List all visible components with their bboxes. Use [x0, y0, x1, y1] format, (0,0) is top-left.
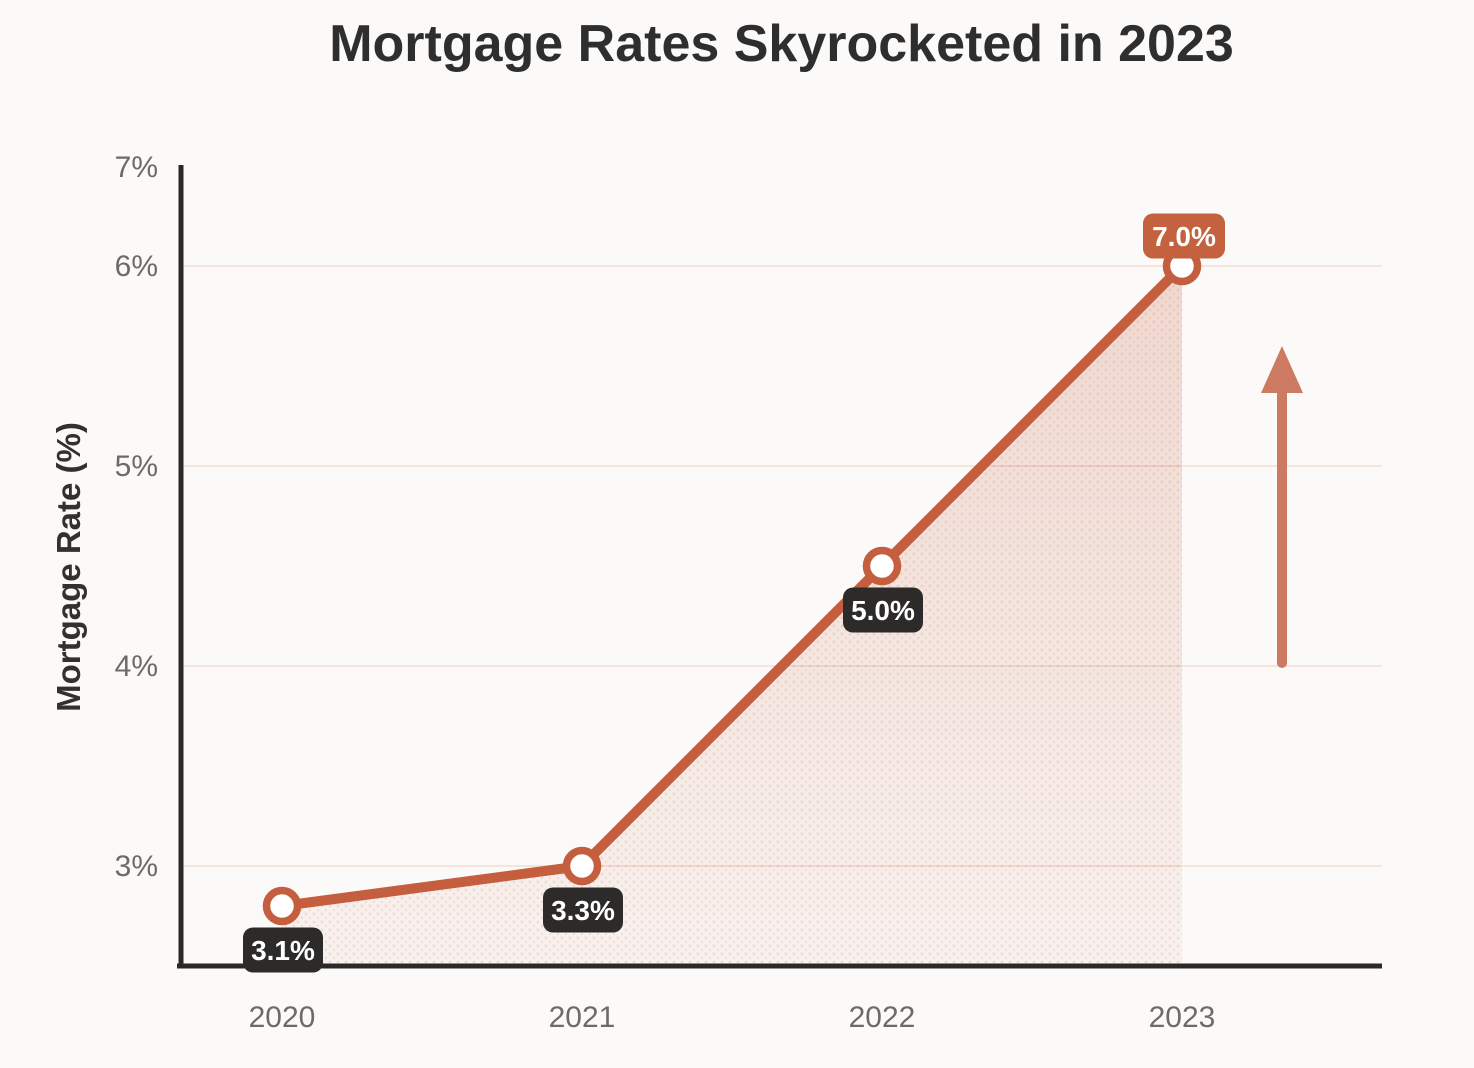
area-fill-texture	[282, 266, 1182, 964]
chart-title: Mortgage Rates Skyrocketed in 2023	[329, 15, 1234, 73]
x-tick-label-2023: 2023	[1149, 1001, 1216, 1034]
data-point-2020	[262, 886, 302, 926]
point-label-2022: 5.0%	[851, 595, 915, 626]
point-label-box-2020	[243, 927, 323, 973]
data-point-2022	[862, 546, 902, 586]
y-tick-label-6%: 6%	[115, 250, 158, 283]
data-point-2021	[562, 846, 602, 886]
y-tick-label-7%: 7%	[115, 151, 158, 184]
y-axis-line	[178, 165, 184, 969]
x-tick-label-2021: 2021	[549, 1001, 616, 1034]
point-label-box-2023	[1143, 213, 1225, 259]
point-label-box-2022	[843, 587, 923, 633]
point-label-box-2021	[543, 887, 623, 933]
y-tick-label-3%: 3%	[115, 850, 158, 883]
y-tick-label-4%: 4%	[115, 650, 158, 683]
x-axis-line	[177, 963, 1382, 969]
x-tick-label-2020: 2020	[249, 1001, 316, 1034]
point-label-2023: 7.0%	[1152, 221, 1216, 252]
up-arrow-head	[1261, 346, 1303, 393]
x-tick-label-2022: 2022	[849, 1001, 916, 1034]
point-label-2021: 3.3%	[551, 895, 615, 926]
y-tick-label-5%: 5%	[115, 450, 158, 483]
rate-line	[277, 261, 1187, 911]
point-label-2020: 3.1%	[251, 935, 315, 966]
